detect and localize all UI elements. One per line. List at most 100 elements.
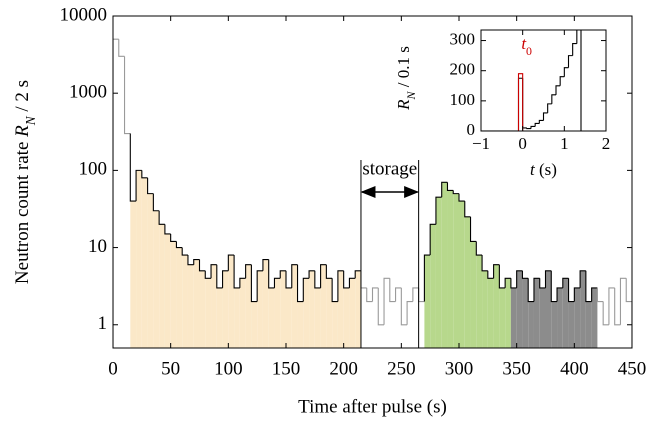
histogram-step — [596, 287, 604, 303]
region-fill — [211, 264, 217, 348]
x-tick-label: 400 — [560, 358, 589, 379]
region-fill — [222, 270, 229, 348]
histogram-step — [510, 278, 517, 289]
region-fill — [130, 201, 137, 348]
region-fill — [424, 255, 431, 348]
histogram-step — [487, 270, 494, 279]
y-label-part: R — [394, 99, 413, 111]
histogram-step — [371, 287, 379, 302]
histogram-step — [227, 254, 235, 271]
histogram-step — [608, 287, 615, 325]
region-fill — [136, 170, 142, 348]
histogram-step — [542, 112, 548, 121]
histogram-step — [204, 270, 212, 279]
x-tick-label: 350 — [502, 358, 531, 379]
histogram-step — [429, 223, 436, 256]
histogram-step — [521, 270, 529, 279]
histogram-step — [187, 255, 194, 266]
histogram-step — [441, 181, 448, 198]
histogram-step — [573, 287, 581, 302]
region-fill — [205, 278, 212, 348]
histogram-step — [245, 264, 252, 279]
region-fill — [580, 270, 586, 348]
histogram-step — [446, 182, 454, 191]
x-tick-label: 100 — [214, 358, 243, 379]
x-tick-label: 1 — [560, 134, 569, 153]
region-fill — [545, 270, 552, 348]
region-fill — [320, 264, 327, 348]
histogram-step — [533, 277, 540, 302]
histogram-step — [250, 264, 258, 303]
histogram-step — [562, 277, 569, 288]
y-tick-label: 1000 — [69, 82, 107, 103]
histogram-step — [576, 30, 582, 131]
x-tick-label: 300 — [445, 358, 474, 379]
histogram-step — [591, 287, 598, 302]
histogram-step — [412, 287, 419, 302]
region-fill — [476, 255, 483, 348]
histogram-step — [527, 278, 534, 303]
region-fill — [141, 177, 148, 348]
region-fill — [262, 259, 269, 348]
region-fill — [562, 278, 569, 348]
histogram-step — [395, 287, 402, 302]
histogram-step — [555, 85, 561, 95]
histogram-step — [170, 233, 177, 243]
y-label-part: N — [23, 115, 38, 126]
histogram-step — [539, 278, 546, 289]
region-fill — [309, 270, 315, 348]
x-tick-label: 2 — [602, 134, 611, 153]
histogram-step — [530, 125, 536, 129]
histogram-step — [273, 277, 281, 288]
region-fill — [286, 287, 292, 348]
histogram-step — [135, 169, 142, 202]
histogram-step — [325, 264, 333, 279]
histogram-step — [526, 127, 531, 130]
region-fill — [482, 270, 488, 348]
histogram-step — [563, 67, 569, 77]
histogram-step — [366, 287, 373, 303]
region-fill — [245, 264, 252, 348]
region-fill — [459, 201, 465, 348]
histogram-step — [141, 170, 148, 179]
histogram-step — [516, 270, 523, 288]
x-tick-label: 0 — [518, 134, 527, 153]
region-fill — [464, 216, 471, 348]
histogram-step — [544, 270, 552, 288]
region-fill — [591, 287, 598, 348]
histogram-step — [181, 247, 188, 256]
histogram-step — [285, 270, 292, 289]
region-fill — [159, 224, 165, 348]
y-tick-label: 1 — [98, 313, 108, 334]
histogram-step — [493, 264, 500, 279]
region-fill — [164, 233, 171, 348]
region-fill — [557, 287, 563, 348]
histogram-step — [354, 270, 361, 279]
region-fill — [228, 255, 235, 348]
histogram-step — [268, 259, 275, 289]
region-fill — [216, 287, 223, 348]
region-fill — [291, 264, 298, 348]
plot-frame — [480, 29, 607, 132]
histogram-step — [377, 287, 385, 326]
region-fill — [528, 301, 534, 348]
histogram-step — [547, 103, 552, 113]
x-tick-label: 250 — [387, 358, 416, 379]
region-fill — [453, 193, 459, 348]
region-fill — [516, 270, 523, 348]
histogram-step — [308, 270, 315, 279]
histogram-step — [551, 94, 556, 104]
histogram-step — [256, 270, 263, 302]
region-fill — [568, 301, 575, 348]
region-fill — [280, 270, 286, 348]
region-fill — [314, 287, 321, 348]
histogram-step — [216, 264, 223, 289]
histogram-step — [572, 43, 577, 56]
x-tick-label: 150 — [272, 358, 301, 379]
region-fill — [239, 278, 246, 348]
histogram-step — [458, 193, 465, 202]
y-label-part: / 2 s — [12, 80, 33, 116]
histogram-step — [210, 264, 217, 279]
histogram-step — [193, 258, 200, 265]
y-label-part: N — [404, 90, 418, 100]
